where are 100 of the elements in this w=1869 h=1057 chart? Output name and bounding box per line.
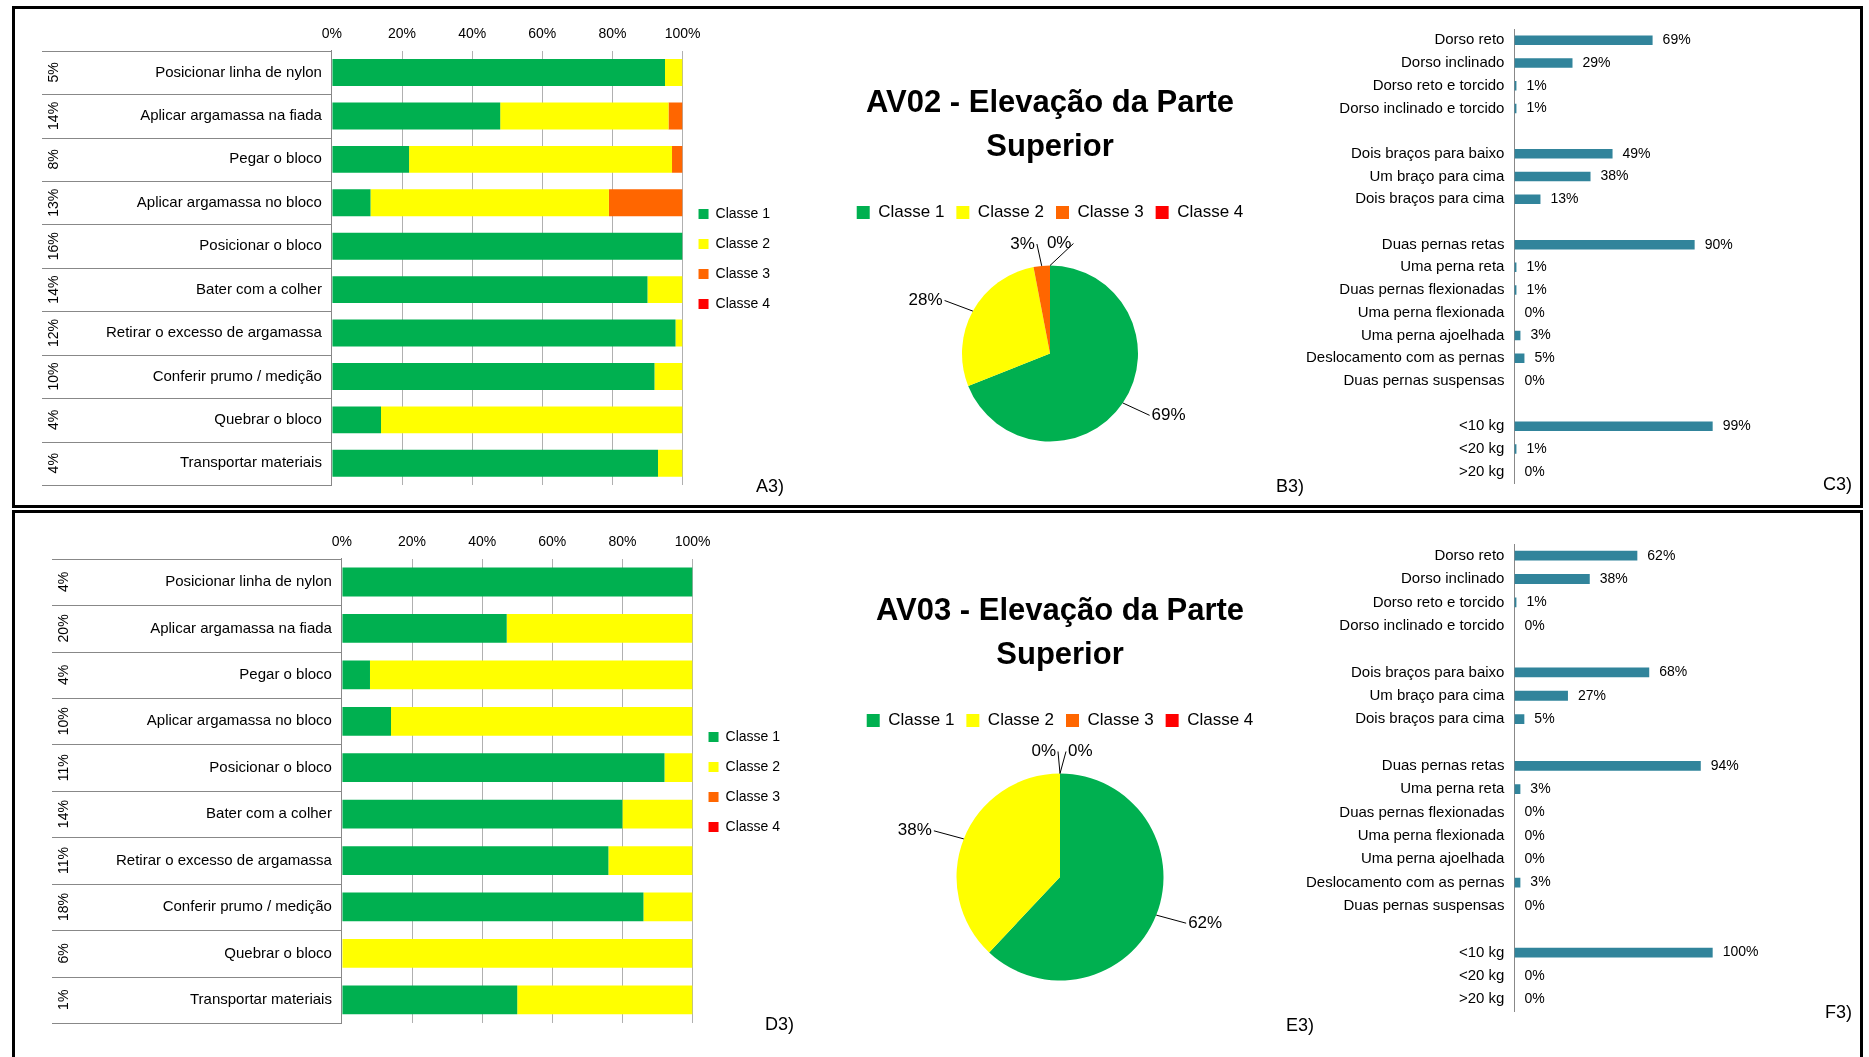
y-tick-label: Retirar o excesso de argamassa xyxy=(116,850,333,868)
y-tick-label: Dorso reto e torcido xyxy=(1372,592,1505,610)
bar xyxy=(1514,194,1541,205)
bar xyxy=(1514,760,1701,771)
y-tick-label: Dorso inclinado xyxy=(1401,569,1505,587)
bar xyxy=(1514,714,1525,725)
text: 0% xyxy=(1046,233,1072,253)
y-tick-label: Conferir prumo / medição xyxy=(162,897,332,915)
bar xyxy=(332,145,410,173)
legend-label: Classe 2 xyxy=(725,757,781,774)
data-label: 49% xyxy=(1622,144,1651,161)
y-tick-label: Um braço para cima xyxy=(1369,685,1506,703)
bar xyxy=(332,102,501,130)
x-tick-label: 60% xyxy=(528,25,557,42)
y-tick-label: Posicionar o bloco xyxy=(199,236,322,254)
text: 11% xyxy=(54,754,71,782)
bar xyxy=(342,846,609,875)
bar xyxy=(342,985,518,1015)
data-label: 38% xyxy=(1600,167,1629,184)
y-tick-label: Dois braços para baixo xyxy=(1351,143,1505,161)
data-label: 0% xyxy=(1524,616,1545,633)
legend-label: Classe 1 xyxy=(725,727,781,744)
legend-label: Classe 1 xyxy=(888,710,955,730)
bar xyxy=(381,406,683,434)
x-tick-label: 0% xyxy=(321,25,343,42)
bar xyxy=(506,614,693,643)
y-tick-label: Pegar o bloco xyxy=(239,664,332,682)
legend-label: Classe 2 xyxy=(987,710,1054,730)
data-label: 68% xyxy=(1659,663,1688,680)
bar xyxy=(1514,58,1573,68)
bar xyxy=(1514,574,1590,584)
y-tick-label: Dorso inclinado xyxy=(1401,53,1505,71)
bar xyxy=(664,753,693,783)
bar xyxy=(342,614,507,643)
data-label: 5% xyxy=(1534,709,1555,726)
y-tick-label: Duas pernas flexionadas xyxy=(1339,280,1505,298)
legend-label: Classe 1 xyxy=(878,202,945,222)
text: 10% xyxy=(54,707,71,736)
data-label: 27% xyxy=(1577,686,1606,703)
bar xyxy=(332,406,382,434)
y-tick-label: Duas pernas suspensas xyxy=(1343,896,1505,914)
text: 12% xyxy=(44,319,61,348)
y-tick-label: Dorso inclinado e torcido xyxy=(1339,615,1505,633)
data-label: 1% xyxy=(1526,258,1547,275)
y-tick-label: Bater com a colher xyxy=(206,804,332,822)
data-label: 28% xyxy=(908,290,943,310)
bar xyxy=(608,846,693,875)
x-tick-label: 80% xyxy=(608,533,637,550)
x-tick-label: 40% xyxy=(458,25,487,42)
text: 20% xyxy=(54,614,71,643)
bar xyxy=(1514,35,1653,46)
bar xyxy=(391,706,693,736)
legend-label: Classe 3 xyxy=(1077,202,1144,222)
x-tick-label: 40% xyxy=(468,533,497,550)
y-tick-label: Aplicar argamassa na fiada xyxy=(140,106,323,124)
legend-label: Classe 4 xyxy=(1177,202,1244,222)
y-tick-label: Uma perna flexionada xyxy=(1357,826,1506,844)
y-tick-label: Dois braços para baixo xyxy=(1351,662,1505,680)
text: F3) xyxy=(1825,1001,1852,1022)
y-tick-label: Dois braços para cima xyxy=(1355,189,1506,207)
bar xyxy=(409,145,673,173)
bar xyxy=(1514,550,1638,561)
text: 14% xyxy=(44,275,61,304)
legend-label: Classe 4 xyxy=(1187,710,1254,730)
bar xyxy=(342,799,623,829)
y-tick-label: Dorso reto e torcido xyxy=(1372,75,1505,93)
y-tick-label: Conferir prumo / medição xyxy=(152,366,322,384)
y-tick-label: Deslocamento com as pernas xyxy=(1305,872,1505,890)
text: 0% xyxy=(1068,741,1093,761)
bar xyxy=(1514,947,1713,958)
data-label: 0% xyxy=(1524,803,1545,820)
data-label: 1% xyxy=(1526,439,1547,456)
legend-label: Classe 3 xyxy=(715,264,771,281)
y-tick-label: Bater com a colher xyxy=(196,279,322,297)
data-label: 0% xyxy=(1524,990,1545,1007)
x-tick-label: 80% xyxy=(598,25,627,42)
bar xyxy=(643,892,693,922)
y-tick-label: <10 kg xyxy=(1458,416,1505,434)
bar xyxy=(1514,239,1695,250)
data-label: 0% xyxy=(1524,462,1545,479)
data-label: 0% xyxy=(1524,896,1545,913)
data-label: 0% xyxy=(1524,966,1545,983)
text: 10% xyxy=(44,362,61,391)
y-tick-label: Pegar o bloco xyxy=(229,149,322,167)
legend-label: Classe 1 xyxy=(715,204,771,221)
text: 4% xyxy=(44,409,61,430)
text: D3) xyxy=(764,1013,794,1034)
y-tick-label: Deslocamento com as pernas xyxy=(1305,348,1505,366)
y-tick-label: Duas pernas suspensas xyxy=(1343,370,1505,388)
chart-title: AV03 - Elevação da Parte Superior xyxy=(874,591,1246,673)
y-tick-label: Uma perna flexionada xyxy=(1357,302,1506,320)
y-tick-label: <20 kg xyxy=(1458,439,1505,457)
bar xyxy=(665,59,683,86)
data-label: 0% xyxy=(1524,303,1545,320)
data-label: 3% xyxy=(1530,780,1551,797)
text: 16% xyxy=(44,232,61,261)
y-tick-label: Aplicar argamassa no bloco xyxy=(146,711,332,729)
y-tick-label: Posicionar o bloco xyxy=(209,757,332,775)
bar xyxy=(342,892,644,922)
bar xyxy=(622,799,693,829)
